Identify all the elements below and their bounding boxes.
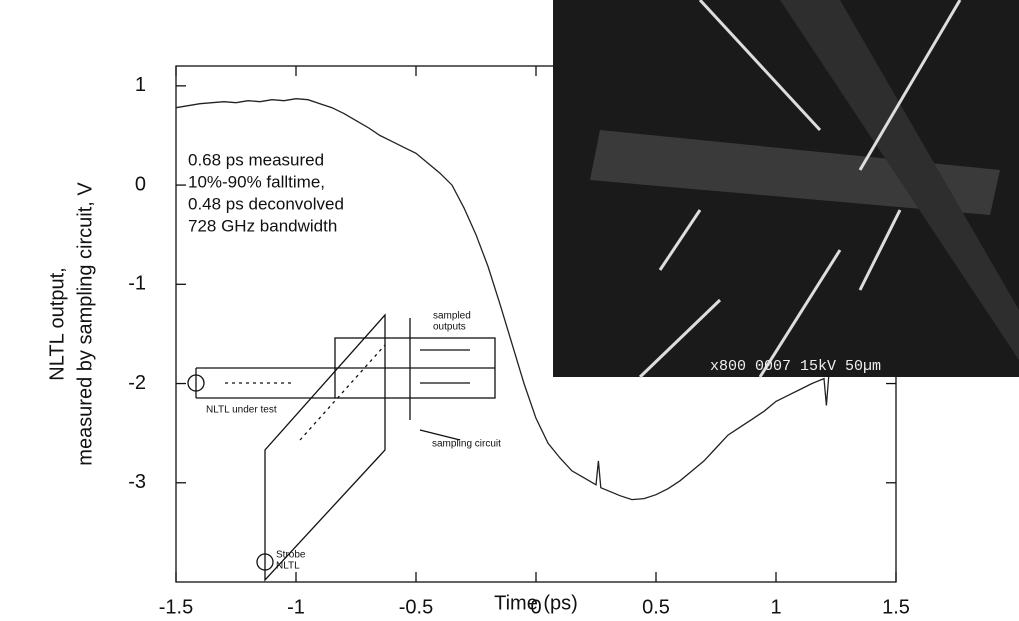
y-tick-label: 0 (135, 173, 146, 195)
schematic-label: NLTL (276, 561, 300, 572)
annotation: 728 GHz bandwidth (188, 216, 337, 235)
y-tick-label: 1 (135, 74, 146, 96)
sem-edge (698, 0, 822, 132)
schematic-label: sampled (433, 311, 471, 322)
y-label: NLTL output, (46, 267, 68, 380)
pointer (419, 429, 461, 441)
source (256, 553, 274, 571)
sem-edge (758, 249, 842, 378)
annotation: 0.68 ps measured (188, 150, 324, 169)
strobe-diodes (299, 344, 386, 441)
x-tick-label: -1 (287, 596, 305, 616)
y-tick-label: -1 (128, 273, 146, 295)
schematic-label: sampling circuit (432, 439, 501, 450)
sem-edge (858, 209, 902, 291)
x-tick-label: 0.5 (642, 596, 670, 616)
x-tick-label: 1 (770, 596, 781, 616)
x-tick-label: 1.5 (882, 596, 910, 616)
waveform (175, 98, 849, 501)
sem-structure (780, 0, 1019, 360)
plot-area: -3 -2 -1 0 1 -1.5 -1 -0.5 0 0.5 1 1.5 (128, 66, 910, 618)
strobe-line (264, 313, 386, 582)
x-label: Time (ps) (494, 592, 578, 614)
schematic-label: outputs (433, 322, 466, 333)
schematic-label: NLTL under test (206, 405, 277, 416)
y-tick-label: -3 (128, 471, 146, 493)
annotation: 10%-90% falltime, (188, 172, 325, 191)
sem-edge (858, 0, 962, 171)
sem-edge (658, 209, 702, 271)
sem-edge (638, 298, 722, 379)
sem-structure (590, 130, 1000, 215)
x-tick-label: 0 (530, 596, 541, 616)
y-tick-label: -2 (128, 372, 146, 394)
annotation: 0.48 ps deconvolved (188, 194, 344, 213)
x-tick-label: -0.5 (399, 596, 433, 616)
source (187, 374, 205, 392)
y-label: measured by sampling circuit, V (74, 182, 96, 466)
image-label: x800 0007 15kV 50µm (710, 358, 881, 375)
schematic: sampled outputs NLTL under test sampling… (187, 311, 501, 582)
sem-image: x800 0007 15kV 50µm (553, 0, 1019, 379)
x-tick-label: -1.5 (159, 596, 193, 616)
schematic-label: Strobe (276, 550, 306, 561)
